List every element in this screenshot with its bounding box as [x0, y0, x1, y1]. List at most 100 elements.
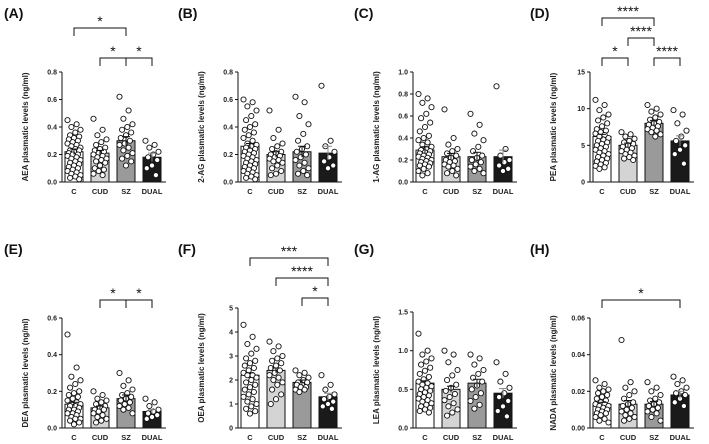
significance-label: *** — [281, 243, 298, 259]
data-point — [64, 397, 71, 404]
data-point — [627, 379, 634, 386]
category-label: C — [599, 433, 605, 442]
data-point — [467, 110, 474, 117]
significance-bracket — [125, 299, 153, 308]
data-point — [272, 362, 280, 369]
category-label: SZ — [121, 433, 131, 442]
data-point — [296, 372, 303, 379]
data-point — [271, 369, 278, 376]
data-point — [499, 167, 507, 175]
data-point — [501, 159, 508, 166]
data-point — [322, 386, 329, 393]
data-point — [99, 412, 106, 419]
category-label: DUAL — [493, 187, 514, 196]
data-point — [77, 377, 84, 384]
data-point — [300, 130, 307, 137]
data-point — [99, 126, 106, 133]
data-point — [126, 137, 133, 144]
data-point — [592, 130, 599, 137]
data-point — [266, 338, 273, 345]
data-point — [302, 151, 309, 158]
data-point — [125, 107, 132, 114]
data-point — [128, 158, 135, 165]
data-point — [99, 172, 106, 179]
data-point — [605, 111, 612, 118]
data-point — [270, 134, 277, 142]
significance-bracket — [73, 27, 127, 36]
data-point — [77, 126, 84, 133]
data-point — [94, 413, 101, 421]
data-point — [622, 133, 629, 140]
data-point — [450, 351, 457, 358]
category-label: C — [422, 433, 428, 442]
significance-bracket — [125, 57, 153, 66]
category-label: C — [422, 187, 428, 196]
data-point — [656, 399, 663, 406]
data-point — [76, 419, 83, 426]
data-point — [472, 394, 479, 401]
data-point — [275, 343, 282, 350]
data-point — [90, 410, 97, 417]
data-point — [470, 148, 477, 155]
data-point — [683, 127, 690, 134]
data-point — [444, 377, 451, 384]
data-point — [125, 377, 132, 384]
data-point — [292, 156, 299, 164]
data-point — [503, 413, 510, 420]
data-point — [143, 165, 150, 172]
data-point — [145, 154, 152, 161]
data-point — [502, 370, 509, 377]
data-point — [67, 174, 74, 181]
data-point — [476, 355, 483, 362]
y-tick-label: 0.0 — [47, 426, 57, 433]
data-point — [453, 172, 460, 179]
data-point — [657, 391, 664, 399]
data-point — [253, 374, 260, 381]
panel-5: (F) OEA plasmatic levels (ng/ml) 0 1 2 3 4 5 C CU… — [178, 241, 342, 442]
category-label: CUD — [92, 187, 109, 196]
data-point — [252, 408, 259, 415]
data-point — [621, 395, 628, 402]
y-tick-label: 0.8 — [47, 70, 57, 77]
significance-bracket — [601, 299, 681, 308]
data-point — [124, 123, 131, 131]
significance-bracket — [301, 297, 329, 306]
data-point — [142, 137, 149, 144]
data-point — [595, 390, 602, 397]
data-point — [605, 419, 612, 426]
data-point — [244, 398, 251, 405]
data-point — [450, 134, 457, 142]
data-point — [240, 96, 247, 103]
significance-label: * — [136, 285, 142, 301]
data-point — [96, 162, 104, 169]
data-point — [246, 123, 254, 131]
data-point — [502, 145, 509, 153]
data-point — [425, 163, 432, 170]
data-point — [241, 386, 248, 393]
y-axis-label: LEA plasmatic levels (ng/ml) — [372, 316, 381, 425]
data-point — [68, 373, 75, 380]
category-label: DUAL — [142, 187, 163, 196]
data-point — [415, 167, 422, 175]
data-point — [480, 137, 487, 144]
data-point — [95, 408, 102, 415]
category-label: CUD — [268, 433, 285, 442]
data-point — [600, 114, 607, 121]
y-tick-label: 0.0 — [47, 180, 57, 187]
data-point — [416, 162, 423, 169]
data-point — [415, 330, 422, 337]
data-point — [244, 103, 251, 110]
data-point — [116, 93, 123, 100]
data-point — [146, 144, 153, 151]
data-point — [240, 393, 247, 400]
data-point — [266, 372, 273, 379]
data-point — [95, 167, 102, 175]
data-point — [601, 415, 608, 422]
data-point — [128, 129, 135, 136]
y-tick-label: 0.2 — [223, 152, 233, 159]
data-point — [621, 155, 628, 162]
category-label: CUD — [620, 433, 637, 442]
data-point — [630, 156, 637, 164]
data-point — [328, 405, 335, 412]
data-point — [445, 403, 452, 410]
